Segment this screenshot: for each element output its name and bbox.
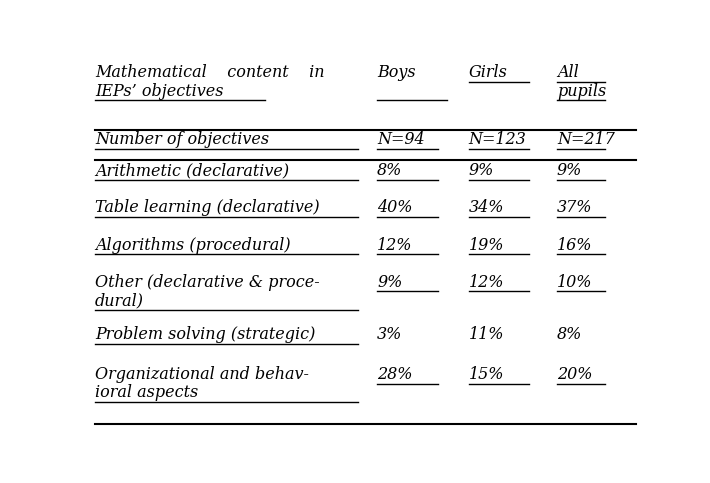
Text: Boys: Boys (377, 64, 415, 81)
Text: Table learning (declarative): Table learning (declarative) (95, 199, 320, 216)
Text: IEPs’ objectives: IEPs’ objectives (95, 83, 224, 99)
Text: 3%: 3% (377, 326, 403, 343)
Text: 9%: 9% (377, 273, 403, 291)
Text: 20%: 20% (557, 366, 592, 383)
Text: 9%: 9% (469, 162, 494, 179)
Text: 34%: 34% (469, 199, 504, 216)
Text: N=217: N=217 (557, 131, 615, 148)
Text: 19%: 19% (469, 237, 504, 254)
Text: Other (declarative & proce-: Other (declarative & proce- (95, 273, 320, 291)
Text: 40%: 40% (377, 199, 413, 216)
Text: 15%: 15% (469, 366, 504, 383)
Text: 10%: 10% (557, 273, 592, 291)
Text: Mathematical    content    in: Mathematical content in (95, 64, 324, 81)
Text: 37%: 37% (557, 199, 592, 216)
Text: 12%: 12% (377, 237, 413, 254)
Text: All: All (557, 64, 579, 81)
Text: 8%: 8% (557, 326, 582, 343)
Text: Organizational and behav-: Organizational and behav- (95, 366, 309, 383)
Text: Arithmetic (declarative): Arithmetic (declarative) (95, 162, 289, 179)
Text: 8%: 8% (377, 162, 403, 179)
Text: 28%: 28% (377, 366, 413, 383)
Text: 9%: 9% (557, 162, 582, 179)
Text: Number of objectives: Number of objectives (95, 131, 269, 148)
Text: 11%: 11% (469, 326, 504, 343)
Text: Algorithms (procedural): Algorithms (procedural) (95, 237, 290, 254)
Text: ioral aspects: ioral aspects (95, 384, 198, 401)
Text: dural): dural) (95, 292, 144, 309)
Text: Girls: Girls (469, 64, 508, 81)
Text: 16%: 16% (557, 237, 592, 254)
Text: Problem solving (strategic): Problem solving (strategic) (95, 326, 315, 343)
Text: N=94: N=94 (377, 131, 425, 148)
Text: 12%: 12% (469, 273, 504, 291)
Text: N=123: N=123 (469, 131, 526, 148)
Text: pupils: pupils (557, 83, 606, 99)
